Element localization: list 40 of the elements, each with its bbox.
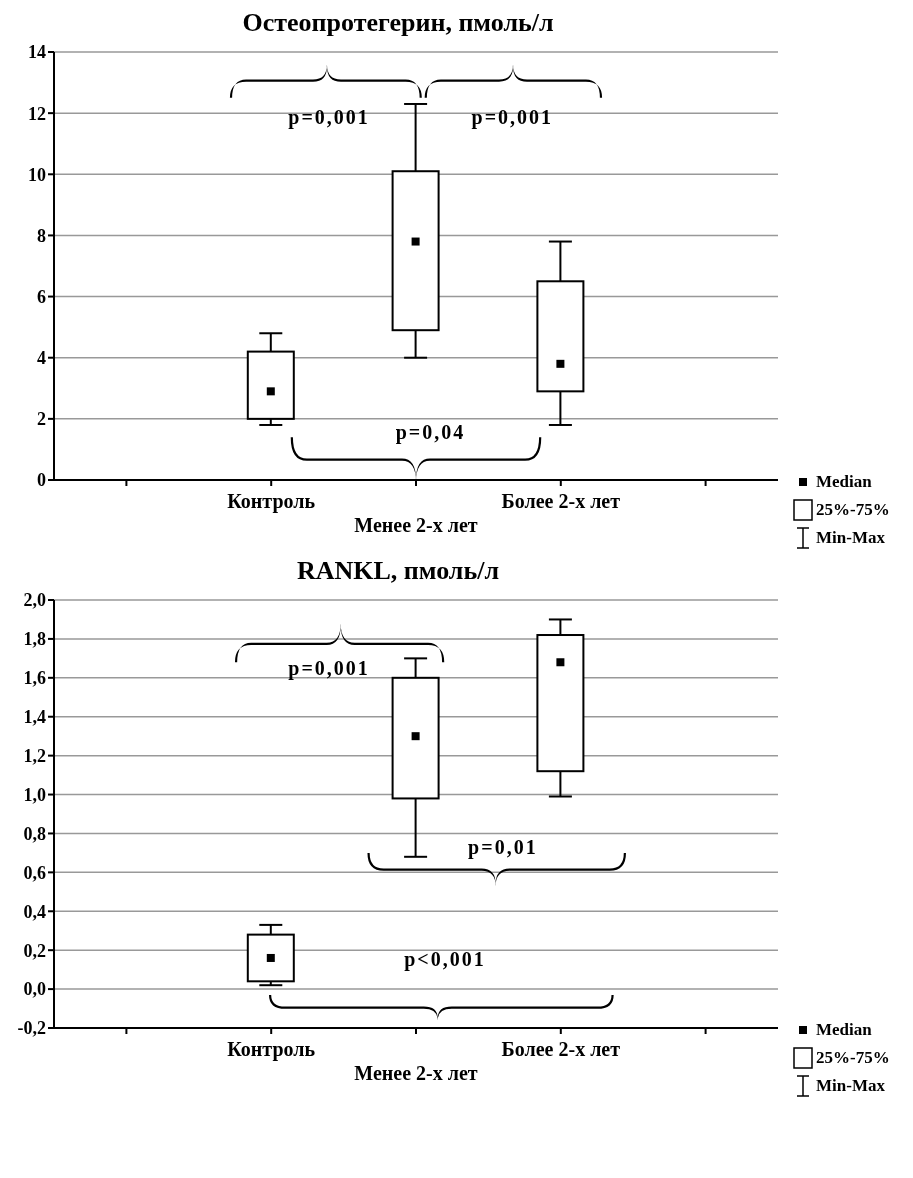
x-tick-label: Более 2-х лет (501, 1038, 621, 1060)
x-tick-label: Более 2-х лет (501, 490, 621, 512)
y-tick-label: 2 (37, 409, 46, 430)
annotation: p=0,001 (471, 105, 554, 129)
y-tick-label: 1,8 (23, 629, 46, 650)
text: Min-Max (816, 1076, 885, 1096)
x-tick-label: Менее 2-х лет (354, 1062, 478, 1084)
annotation: p=0,01 (468, 835, 538, 859)
y-tick-label: 6 (37, 286, 46, 307)
y-tick-label: 1,2 (23, 746, 46, 767)
y-tick-label: 0,4 (23, 901, 46, 922)
annotation: p=0,04 (395, 420, 466, 444)
text: Median (816, 472, 872, 492)
text: 25%-75% (816, 500, 890, 520)
x-tick-label: Контроль (227, 1038, 316, 1061)
y-tick-label: -0,2 (17, 1018, 46, 1039)
y-tick-label: 0 (37, 470, 46, 491)
y-tick-label: 1,4 (23, 707, 46, 728)
y-tick-label: 10 (28, 164, 46, 185)
y-tick-label: 0,2 (23, 940, 46, 961)
text: Median (816, 1020, 872, 1040)
y-tick-label: 14 (28, 42, 46, 63)
annotation: p=0,001 (288, 656, 370, 680)
y-tick-label: 0,8 (23, 823, 46, 844)
text: Min-Max (816, 528, 885, 548)
y-tick-label: 1,6 (23, 668, 46, 689)
annotation: p<0,001 (404, 948, 486, 972)
x-tick-label: Контроль (227, 490, 316, 513)
text: 25%-75% (816, 1048, 890, 1068)
y-tick-label: 0,6 (23, 862, 46, 883)
chart-title: RANKL, пмоль/л (295, 556, 500, 586)
chart-title: Остеопротегерин, пмоль/л (241, 8, 555, 38)
y-tick-label: 8 (37, 225, 46, 246)
annotation: p=0,001 (288, 105, 370, 129)
y-tick-label: 2,0 (23, 590, 46, 611)
y-tick-label: 0,0 (23, 979, 46, 1000)
y-tick-label: 1,0 (23, 784, 46, 805)
y-tick-label: 12 (28, 103, 46, 124)
x-tick-label: Менее 2-х лет (354, 514, 478, 536)
y-tick-label: 4 (37, 348, 46, 369)
